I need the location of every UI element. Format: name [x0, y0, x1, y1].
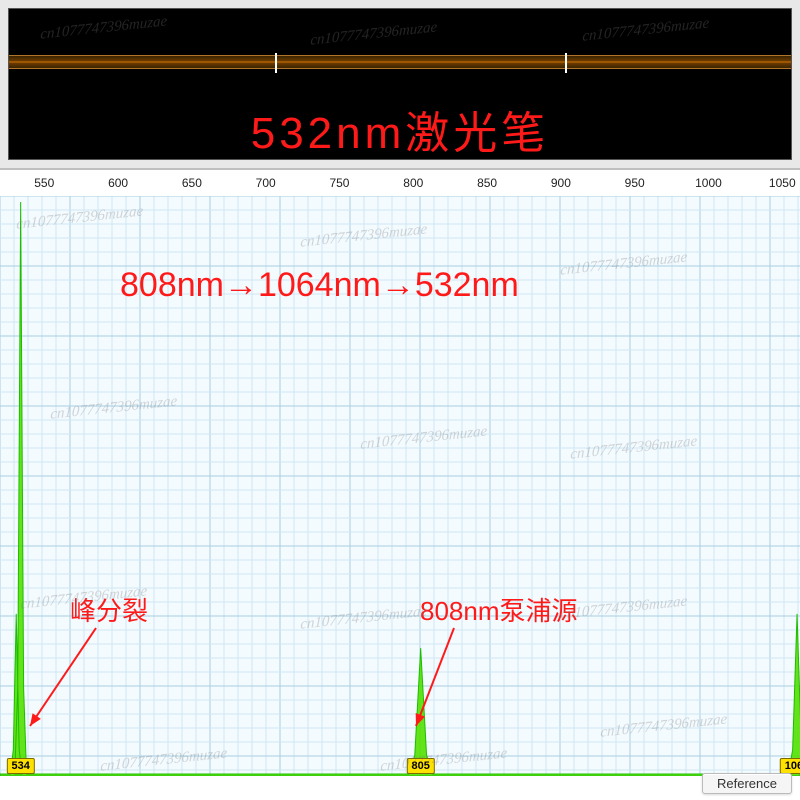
x-tick-label: 550 [34, 176, 54, 190]
peak-split-arrow [22, 620, 104, 734]
band-tick [565, 53, 567, 73]
chart-container: 550 600 650 700 750 800 850 900 950 1000 1050 808n… [0, 168, 800, 800]
peak-marker: 805 [406, 758, 434, 774]
page-root: 532nm激光笔 550 600 650 700 750 800 850 900 950 1000… [0, 0, 800, 800]
peak-marker: 1060 [780, 758, 800, 774]
x-tick-label: 850 [477, 176, 497, 190]
x-tick-label: 1000 [695, 176, 722, 190]
x-tick-label: 950 [625, 176, 645, 190]
x-tick-label: 600 [108, 176, 128, 190]
x-tick-label: 800 [403, 176, 423, 190]
x-tick-label: 750 [329, 176, 349, 190]
x-tick-label: 700 [256, 176, 276, 190]
x-tick-label: 900 [551, 176, 571, 190]
spectrum-band [9, 55, 791, 69]
spectrum-plot: 808nm→1064nm→532nm 峰分裂 808nm泵浦源 53480510… [0, 196, 800, 776]
pump-source-arrow [408, 620, 462, 734]
x-tick-label: 650 [182, 176, 202, 190]
header-black-panel: 532nm激光笔 [8, 8, 792, 160]
reference-button[interactable]: Reference [702, 773, 792, 794]
band-tick [275, 53, 277, 73]
x-tick-label: 1050 [769, 176, 796, 190]
conversion-chain-label: 808nm→1064nm→532nm [120, 266, 519, 305]
page-title: 532nm激光笔 [9, 97, 791, 161]
peak-marker: 534 [6, 758, 34, 774]
x-axis-labels: 550 600 650 700 750 800 850 900 950 1000 1050 [0, 176, 800, 194]
header-frame: 532nm激光笔 [0, 0, 800, 168]
